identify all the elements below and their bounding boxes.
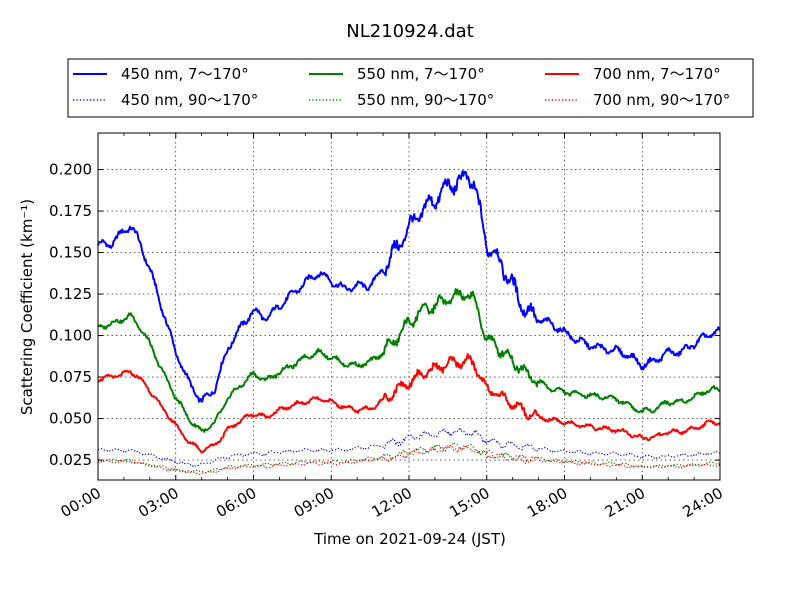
x-tick-label: 09:00 (291, 484, 337, 521)
x-tick-label: 00:00 (58, 484, 104, 521)
y-tick-label: 0.075 (49, 368, 92, 386)
legend-label: 700 nm, 90～170° (593, 91, 730, 109)
legend-label: 450 nm, 7～170° (121, 65, 249, 83)
x-tick-label: 18:00 (524, 484, 570, 521)
legend-label: 700 nm, 7～170° (593, 65, 721, 83)
x-axis-label: Time on 2021-09-24 (JST) (313, 530, 506, 548)
chart-title: NL210924.dat (346, 21, 473, 42)
x-tick-label: 21:00 (602, 484, 648, 521)
plot-frame (97, 132, 721, 481)
x-tick-label: 15:00 (446, 484, 492, 521)
legend-label: 550 nm, 7～170° (357, 65, 485, 83)
y-tick-label: 0.200 (49, 161, 92, 179)
y-tick-label: 0.150 (49, 244, 92, 262)
legend-label: 450 nm, 90～170° (121, 91, 258, 109)
y-tick-label: 0.025 (49, 451, 92, 469)
x-tick-label: 06:00 (213, 484, 259, 521)
legend-box (67, 58, 754, 118)
axes: 00:00 03:00 06:00 09:00 12:00 15:00 18:00 21:00… (49, 132, 726, 521)
series-line-2 (97, 288, 721, 433)
x-tick-label: 03:00 (135, 484, 181, 521)
y-tick-label: 0.175 (49, 202, 92, 220)
y-tick-label: 0.100 (49, 327, 92, 345)
grid (98, 133, 720, 480)
legend-label: 550 nm, 90～170° (357, 91, 494, 109)
x-tick-label: 12:00 (369, 484, 415, 521)
y-axis-label: Scattering Coefficient (km⁻¹) (18, 199, 36, 415)
series-line-1 (97, 427, 721, 468)
series-line-0 (97, 170, 721, 403)
series-line-4 (97, 353, 721, 454)
series-layer (97, 170, 721, 475)
legend: 450 nm, 7～170° 450 nm, 90～170° 550 nm, 7～1… (67, 58, 754, 118)
x-tick-label: 24:00 (680, 484, 726, 521)
y-tick-label: 0.050 (49, 410, 92, 428)
y-tick-label: 0.125 (49, 285, 92, 303)
